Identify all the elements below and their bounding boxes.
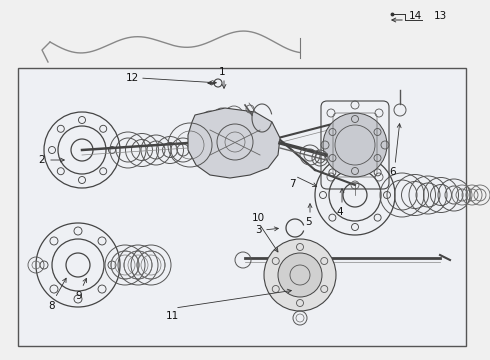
Text: 7: 7 bbox=[289, 179, 295, 189]
Text: 12: 12 bbox=[125, 73, 139, 83]
Circle shape bbox=[264, 239, 336, 311]
Circle shape bbox=[278, 253, 322, 297]
Text: 14: 14 bbox=[408, 11, 421, 21]
Text: 1: 1 bbox=[219, 67, 225, 77]
Text: 5: 5 bbox=[305, 217, 311, 227]
Circle shape bbox=[323, 113, 387, 177]
Text: 2: 2 bbox=[39, 155, 45, 165]
Bar bbox=[18, 68, 466, 346]
Text: 8: 8 bbox=[49, 301, 55, 311]
Text: 11: 11 bbox=[166, 311, 179, 321]
Text: 13: 13 bbox=[433, 11, 446, 21]
Text: 4: 4 bbox=[337, 207, 343, 217]
Text: 3: 3 bbox=[255, 225, 261, 235]
Text: 9: 9 bbox=[75, 291, 82, 301]
Polygon shape bbox=[188, 108, 280, 178]
Text: 10: 10 bbox=[251, 213, 265, 223]
Text: 6: 6 bbox=[390, 167, 396, 177]
